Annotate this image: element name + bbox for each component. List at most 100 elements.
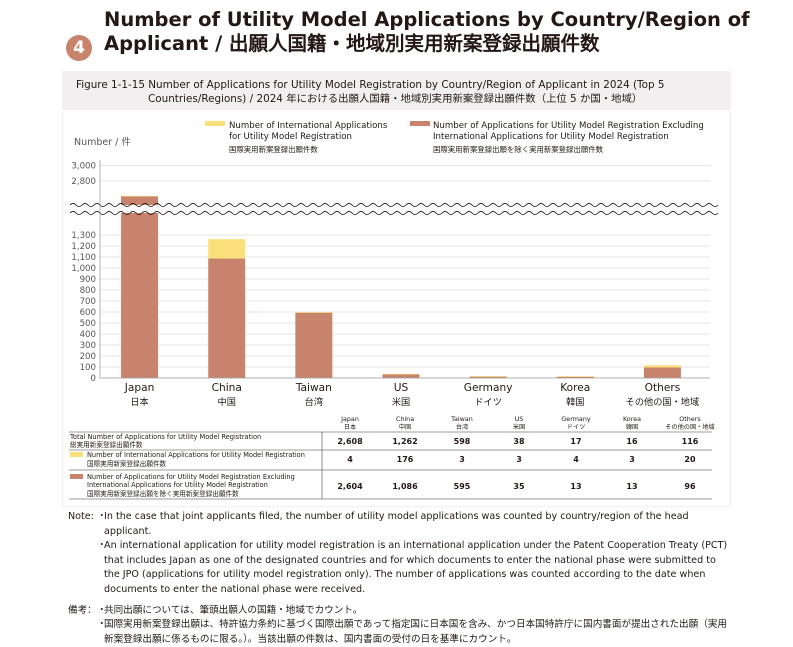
bar-international-china (208, 239, 246, 259)
table-cell: 96 (684, 482, 696, 491)
y-tick-label: 400 (80, 330, 96, 340)
table-cell: 13 (626, 482, 637, 491)
bar-international-taiwan (295, 312, 333, 313)
bar-excluding-others (643, 367, 681, 378)
notes: Note: ・ In the case that joint applicant… (68, 510, 728, 647)
y-tick-label: 900 (80, 275, 96, 285)
x-tick-label: Korea (560, 382, 590, 394)
x-tick-label-ja: 中国 (218, 396, 236, 408)
table-col-header-ja: 中国 (399, 423, 411, 431)
y-tick-label: 300 (80, 341, 96, 351)
table-col-header: Germany (561, 415, 591, 423)
chart-area-background (63, 110, 730, 506)
legend-excl-line1: Number of Applications for Utility Model… (433, 121, 704, 131)
legend-intl-ja: 国際実用新案登録出願件数 (229, 145, 318, 154)
bar-international-germany (469, 376, 507, 377)
table-col-header: Taiwan (450, 415, 473, 423)
legend-excl-ja: 国際実用新案登録出願を除く実用新案登録出願件数 (433, 145, 604, 154)
table-row-label: Number of International Applications for… (87, 451, 305, 459)
axis-break-line-top (69, 202, 719, 208)
table-col-header: Others (679, 415, 701, 423)
x-tick-label: Others (645, 382, 681, 394)
table-cell: 1,262 (392, 437, 417, 446)
table-row-label: 国際実用新案登録出願を除く実用新案登録出願件数 (87, 489, 239, 498)
bar-excluding-korea (556, 376, 594, 378)
table-col-header-ja: 台湾 (456, 423, 468, 431)
note-bullet: ・ (97, 619, 107, 631)
table-col-header-ja: その他の国・地域 (665, 423, 715, 431)
table-cell: 16 (626, 437, 638, 446)
axis-break-line-bottom (69, 210, 719, 216)
table-col-header: China (396, 415, 414, 423)
y-tick-label: 1,200 (71, 242, 96, 252)
table-cell: 1,086 (392, 482, 418, 491)
y-tick-label: 700 (80, 297, 96, 307)
x-tick-label: China (212, 382, 242, 394)
table-cell: 3 (459, 455, 465, 464)
x-tick-label-ja: ドイツ (474, 397, 502, 408)
table-col-header-ja: 日本 (344, 423, 356, 431)
y-axis-title: Number / 件 (74, 136, 131, 148)
bar-excluding-germany (469, 376, 507, 378)
table-cell: 2,608 (337, 437, 363, 446)
y-tick-label: 1,300 (71, 231, 96, 241)
x-tick-label-ja: 台湾 (305, 396, 323, 408)
x-tick-label-ja: 日本 (130, 396, 148, 408)
x-tick-label: Taiwan (295, 382, 332, 394)
table-cell: 13 (570, 482, 581, 491)
x-tick-label: Japan (124, 382, 155, 394)
bar-excluding-taiwan (295, 312, 333, 378)
x-tick-label-ja: 韓国 (566, 397, 584, 408)
y-tick-label: 800 (80, 286, 96, 296)
table-cell: 2,604 (337, 482, 363, 491)
note-bullet: ・ (97, 511, 107, 522)
note-label-ja: 備考： (68, 604, 97, 616)
bar-international-korea (556, 376, 594, 377)
x-tick-label: Germany (464, 382, 513, 394)
note-bullet: ・ (97, 540, 107, 552)
y-tick-label: 2,800 (71, 177, 96, 187)
y-tick-label: 500 (80, 319, 96, 329)
y-tick-label: 200 (80, 352, 96, 362)
axis-break-band (70, 205, 712, 213)
bar-excluding-china (208, 258, 246, 378)
note-en-2: ・ An international application for utili… (97, 540, 728, 595)
table-cell: 20 (684, 455, 696, 464)
y-tick-label: 100 (80, 363, 96, 373)
table-row-label: International Applications for Utility M… (87, 481, 268, 489)
table-cell: 176 (397, 455, 414, 464)
x-tick-label-ja: 米国 (392, 396, 410, 408)
note-en-1: Note: ・ In the case that joint applicant… (68, 511, 689, 537)
note-label-en: Note: (68, 511, 94, 522)
table-cell: 4 (573, 455, 579, 464)
section-number-badge: 4 (66, 35, 92, 61)
note-bullet: ・ (97, 604, 107, 616)
note-ja-2: ・ 国際実用新案登録出願は、特許協力条約に基づく国際出願であって指定国に日本国を… (97, 619, 728, 645)
utility-model-chart: Number / 件 Number of International Appli… (63, 110, 730, 506)
table-cell: 17 (570, 437, 581, 446)
bar-international-japan (121, 195, 159, 197)
bar-international-others (643, 365, 681, 368)
table-row-swatch (70, 474, 83, 479)
table-cell: 38 (513, 437, 525, 446)
x-tick-label-ja: その他の国・地域 (626, 396, 700, 408)
table-row-label: Number of Applications for Utility Model… (87, 473, 295, 481)
legend-intl-line1: Number of International Applications (229, 121, 388, 131)
table-row-swatch (70, 452, 83, 457)
table-cell: 595 (454, 482, 471, 491)
table-cell: 3 (629, 455, 635, 464)
table-cell: 598 (454, 437, 471, 446)
y-tick-label: 1,000 (71, 264, 96, 274)
table-row-label: Total Number of Applications for Utility… (69, 433, 261, 441)
table-cell: 35 (513, 482, 525, 491)
legend-swatch-international (205, 121, 225, 126)
table-col-header: US (515, 415, 524, 423)
y-tick-label: 0 (91, 374, 96, 384)
figure-title: Figure 1-1-15 Number of Applications for… (76, 79, 665, 105)
x-tick-label: US (394, 382, 409, 394)
note-ja-1: 備考： ・ 共同出願については、筆頭出願人の国籍・地域でカウント。 (68, 604, 728, 619)
table-cell: 4 (347, 455, 353, 464)
table-col-header-ja: ドイツ (567, 424, 586, 431)
table-col-header-ja: 韓国 (626, 423, 638, 431)
table-col-header: Korea (623, 415, 641, 423)
